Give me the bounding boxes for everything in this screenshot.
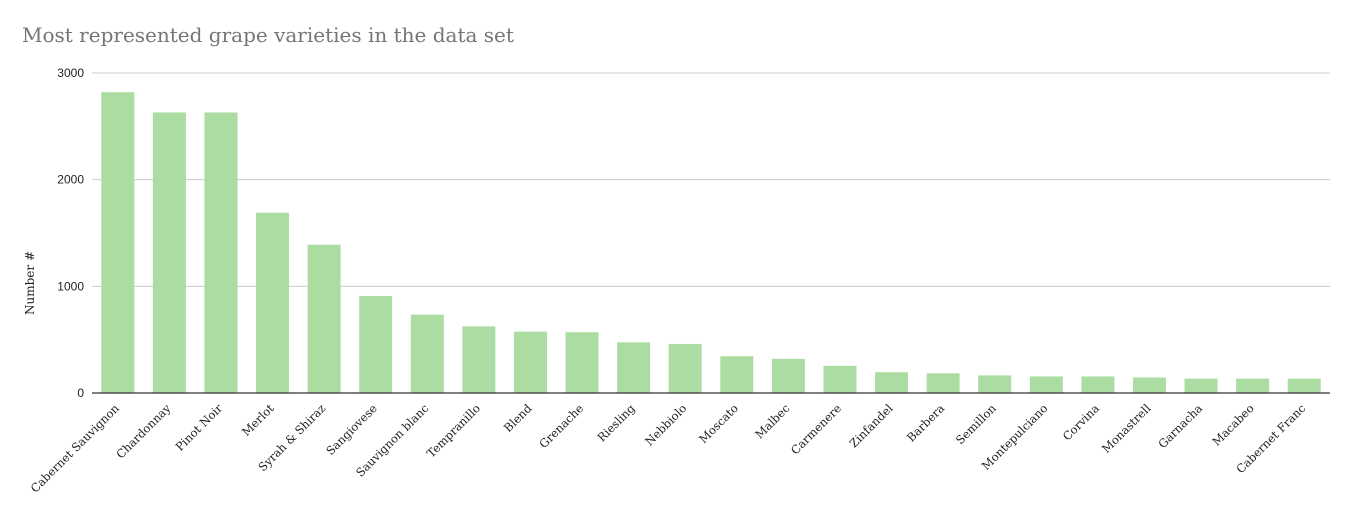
bar — [565, 332, 599, 393]
bars — [92, 92, 1330, 394]
bar — [875, 372, 909, 393]
x-tick-label: Blend — [501, 401, 535, 435]
bar — [668, 343, 702, 393]
x-tick-label: Carmenere — [788, 401, 844, 457]
x-tick-label: Corvina — [1060, 401, 1102, 443]
x-tick-label: Garnacha — [1155, 401, 1205, 451]
bar — [926, 373, 960, 393]
x-tick-label: Monastrell — [1099, 401, 1154, 456]
bar — [101, 92, 135, 393]
bar — [1184, 378, 1218, 393]
chart-title: Most represented grape varieties in the … — [22, 23, 514, 47]
y-tick-label: 1000 — [57, 279, 84, 293]
bar — [978, 375, 1012, 393]
x-tick-label: Chardonnay — [113, 401, 173, 461]
x-tick-label: Merlot — [239, 401, 277, 439]
y-tick-label: 3000 — [57, 66, 84, 80]
bar — [1132, 377, 1166, 393]
y-tick-label: 2000 — [57, 173, 84, 187]
x-tick-label: Moscato — [696, 401, 741, 446]
bar — [513, 331, 547, 393]
bar — [1029, 376, 1063, 393]
bar — [823, 365, 857, 393]
y-tick-label: 0 — [77, 386, 84, 400]
x-tick-label: Macabeo — [1209, 401, 1256, 448]
bar — [410, 314, 444, 393]
bar — [152, 112, 186, 393]
y-axis-label: Number # — [23, 251, 37, 315]
bar — [256, 212, 290, 393]
x-tick-label: Zinfandel — [847, 401, 896, 450]
x-tick-label: Cabernet Sauvignon — [28, 401, 123, 496]
x-tick-label: Barbera — [904, 401, 947, 444]
x-tick-label: Tempranillo — [424, 401, 483, 460]
bar — [1236, 378, 1270, 393]
x-tick-label: Nebbiolo — [642, 401, 689, 448]
x-tick-label: Malbec — [752, 401, 792, 441]
x-tick-label: Sangiovese — [323, 401, 380, 458]
bar — [359, 295, 393, 393]
bar — [617, 342, 651, 393]
bar — [771, 358, 805, 393]
bar — [462, 326, 496, 393]
gridlines — [92, 72, 1330, 287]
bar — [1287, 378, 1321, 393]
x-tick-label: Pinot Noir — [173, 401, 226, 454]
y-axis-ticks: 0 1000 2000 3000 — [57, 66, 84, 400]
bar — [307, 244, 341, 393]
x-tick-label: Riesling — [594, 401, 638, 445]
x-tick-label: Grenache — [536, 401, 586, 451]
bar — [1081, 376, 1115, 393]
bar — [204, 112, 238, 393]
x-tick-label: Semillon — [953, 401, 999, 447]
bar — [720, 356, 754, 393]
